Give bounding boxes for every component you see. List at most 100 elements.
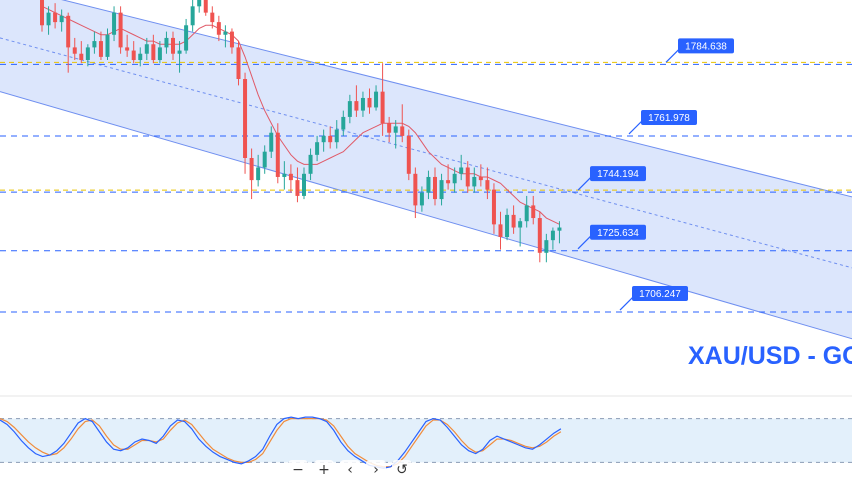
candle-body — [380, 91, 385, 124]
candle-body — [419, 192, 424, 206]
candle-body — [288, 173, 293, 181]
candle-body — [46, 12, 51, 26]
candle-body — [485, 180, 490, 190]
candle-body — [413, 173, 418, 206]
candle-body — [98, 41, 103, 57]
candle-body — [511, 214, 516, 228]
candle-body — [118, 12, 123, 48]
candle-body — [347, 101, 352, 117]
candle-body — [433, 176, 437, 200]
candle-body — [550, 230, 555, 241]
candle-body — [334, 129, 339, 143]
scroll-left-button[interactable]: ‹ — [340, 460, 360, 480]
candle-body — [452, 173, 457, 184]
reset-icon[interactable]: ↺ — [392, 460, 412, 480]
candle-body — [112, 12, 117, 35]
candle-body — [223, 31, 228, 35]
candle-body — [203, 0, 208, 13]
candle-body — [374, 91, 379, 108]
level-callout-line — [577, 234, 593, 250]
candle-body — [459, 167, 464, 174]
candle-body — [315, 142, 320, 155]
candle-body — [190, 6, 195, 26]
candle-body — [59, 15, 64, 23]
candle-body — [426, 176, 431, 193]
candle-body — [197, 0, 202, 7]
candle-body — [491, 189, 496, 225]
candle-body — [210, 12, 215, 23]
candle-body — [171, 37, 175, 54]
level-label: 1744.194 — [597, 169, 639, 180]
level-label-box — [678, 38, 734, 54]
candle-body — [498, 224, 503, 237]
channel-upper-line — [61, 0, 852, 198]
level-label-box — [590, 166, 646, 182]
channel-fill — [0, 0, 852, 339]
candle-body — [400, 126, 405, 136]
candle-body — [321, 135, 326, 143]
level-label: 1784.638 — [685, 41, 727, 52]
candle-body — [360, 97, 365, 111]
candle-body — [295, 180, 300, 196]
candle-body — [256, 167, 261, 181]
level-label-box — [641, 109, 697, 125]
candle-body — [465, 167, 470, 187]
candle-body — [367, 97, 372, 108]
level-label: 1706.247 — [639, 289, 681, 300]
candle-body — [341, 116, 346, 130]
level-callout-line — [577, 175, 593, 191]
candle-body — [40, 0, 44, 26]
zoom-in-button[interactable]: + — [314, 460, 334, 480]
candle-body — [518, 221, 523, 228]
level-callout-line — [628, 119, 644, 135]
candle-body — [308, 154, 313, 174]
level-label-box — [590, 224, 646, 240]
scroll-right-button[interactable]: › — [366, 460, 386, 480]
candle-body — [439, 180, 444, 200]
level-label: 1725.634 — [597, 228, 639, 239]
level-callout-line — [619, 295, 635, 311]
candle-body — [524, 205, 529, 222]
candle-body — [177, 50, 182, 54]
candle-body — [138, 53, 143, 61]
level-label: 1761.978 — [648, 113, 690, 124]
candle-body — [243, 79, 248, 158]
symbol-watermark: XAU/USD - GO — [688, 342, 852, 370]
candle-body — [53, 12, 58, 23]
candle-body — [125, 47, 130, 51]
zoom-out-button[interactable]: − — [288, 460, 308, 480]
candle-body — [184, 25, 189, 51]
candle-body — [164, 37, 169, 48]
candle-body — [537, 218, 542, 253]
channel-lower-line — [0, 91, 852, 340]
candle-body — [72, 47, 77, 54]
candle-body — [262, 151, 267, 168]
stoch-k-line — [0, 416, 562, 469]
candle-body — [505, 214, 510, 237]
level-callout-line — [665, 47, 681, 63]
candle-body — [131, 50, 136, 61]
candle-body — [229, 31, 234, 48]
stoch-d-line — [0, 418, 562, 468]
candle-body — [302, 173, 306, 196]
candle-body — [446, 180, 451, 184]
candle-body — [236, 47, 241, 79]
candle-body — [544, 240, 549, 253]
moving-average-line — [41, 5, 560, 225]
candle-body — [144, 44, 149, 54]
candle-body — [406, 135, 411, 174]
candle-body — [472, 176, 477, 187]
candle-body — [393, 126, 398, 133]
candle-body — [478, 176, 483, 181]
candle-body — [216, 22, 221, 35]
candle-body — [105, 34, 110, 57]
chart-toolbar: − + ‹ › ↺ — [288, 460, 412, 480]
candle-body — [275, 132, 280, 177]
candle-body — [354, 101, 359, 111]
level-label-box — [632, 286, 688, 302]
candle-body — [79, 53, 84, 61]
candle-body — [85, 47, 90, 61]
candle-body — [151, 44, 156, 61]
